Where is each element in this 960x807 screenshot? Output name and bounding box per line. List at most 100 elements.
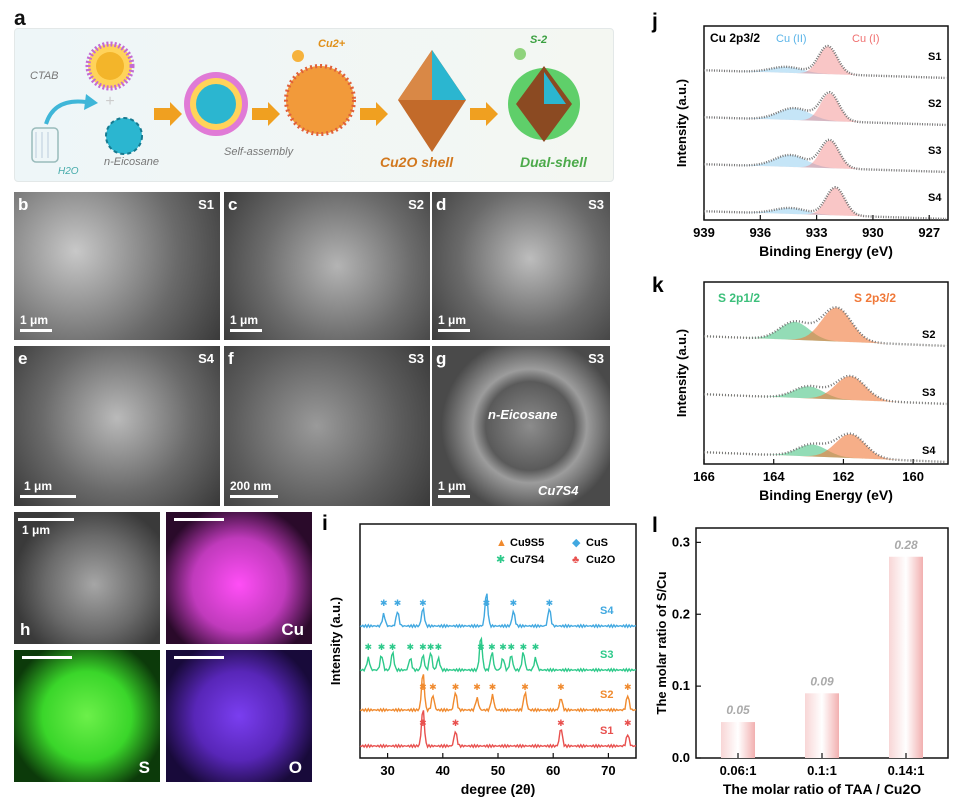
eds-sem-image: 1 μm h [14,512,160,644]
legend-label: Cu (II) [776,33,807,45]
cu2o-shell-label: Cu2O shell [380,154,454,170]
s2p32-component-s2 [704,307,948,346]
xrd-trace-s1 [359,710,637,749]
svg-text:+: + [105,93,114,110]
x-tick-label: 166 [693,469,715,484]
peak-marker: ✱ [477,642,485,652]
legend-label: S 2p1/2 [718,291,760,305]
xps-cu-chart: j Cu 2p3/2 Cu (II) Cu (I) 939 936 933 930 927 Bin… [651,10,949,259]
orange-sphere-icon [284,64,356,136]
curved-arrow-icon [44,99,87,125]
s2p32-component-s3 [704,376,948,404]
scale-bar [174,518,224,521]
peak-marker: ✱ [419,642,427,652]
y-tick-label: 0.0 [672,750,690,765]
element-label-s: S [138,758,150,777]
scale-bar [230,329,262,332]
peak-marker: ✱ [378,642,386,652]
peak-marker: ✱ [419,718,427,728]
cu1-component-s1 [704,46,948,78]
peak-marker: ✱ [521,682,529,692]
panel-letter-f: f [228,349,234,368]
peak-marker: ✱ [419,598,427,608]
sem-panel-e: e S4 1 μm [14,346,220,506]
series-label: S2 [600,689,613,701]
scale-bar [20,495,76,498]
peak-marker: ✱ [473,682,481,692]
schematic-diagram: + [31,41,580,163]
cu-ion-label: Cu2+ [318,38,346,50]
scale-bar [18,518,74,521]
peak-marker: ✱ [389,642,397,652]
sample-label: S2 [408,197,424,212]
y-axis-label: Intensity (a.u.) [674,329,689,417]
xps-trace-s4 [703,186,947,221]
eds-map-s: S [14,650,160,782]
element-label-o: O [288,758,302,777]
dual-shell-label: Dual-shell [520,154,587,170]
panel-letter-c: c [228,195,238,214]
legend-label: Cu9S5 [510,537,544,549]
peak-marker: ✱ [406,642,414,652]
peak-marker: ✱ [520,642,528,652]
sample-label: S3 [588,351,604,366]
panel-letter-j: j [651,10,658,33]
x-axis-label: Binding Energy (eV) [759,487,893,503]
sample-label: S3 [408,351,424,366]
x-tick-label: 0.1:1 [807,763,837,778]
x-tick-label: 933 [806,225,828,240]
x-tick-label: 930 [862,225,884,240]
beaker-icon [31,127,59,163]
legend-label: CuS [586,537,608,549]
peak-marker: ✱ [624,682,632,692]
peak-marker: ✱ [557,682,565,692]
legend-label: S 2p3/2 [854,291,896,305]
series-label: S1 [928,51,941,63]
y-tick-label: 0.1 [672,678,690,693]
panel-letter-a: a [14,7,26,30]
peak-marker: ✱ [557,718,565,728]
legend-label: Cu (I) [852,33,880,45]
x-tick-label: 0.06:1 [720,763,757,778]
y-tick-label: 0.2 [672,606,690,621]
x-tick-label: 0.14:1 [888,763,925,778]
sem-panel-b: b S1 1 μm [14,192,220,340]
peak-marker: ✱ [427,642,435,652]
bar-value-label: 0.09 [810,674,834,688]
legend-marker: ♣ [572,554,579,566]
sample-label: S1 [198,197,214,212]
scale-bar [174,656,224,659]
panel-letter-i: i [322,512,328,535]
series-label: S4 [600,605,614,617]
x-axis-label: The molar ratio of TAA / Cu2O [723,781,921,797]
core-micelle-icon [184,72,248,136]
peak-marker: ✱ [435,642,443,652]
ctab-label: CTAB [30,70,59,82]
eds-map-cu: Cu [166,512,312,644]
s-ion-icon [514,48,526,60]
scale-bar [230,495,278,498]
bar [721,722,755,758]
scale-bar [20,329,52,332]
panel-letter-h: h [20,620,31,639]
legend-marker: ▲ [496,537,507,549]
cu1-component-s4 [704,187,948,219]
sem-panel-c: c S2 1 μm [224,192,430,340]
eds-map-o: O [166,650,312,782]
process-arrow-icon [154,102,498,126]
x-tick-label: 939 [693,225,715,240]
peak-marker: ✱ [532,642,540,652]
sem-panel-g: g S3 n-Eicosane Cu7S4 1 μm [432,346,610,506]
xps-trace-s3 [703,374,947,406]
x-tick-label: 162 [833,469,855,484]
xps-trace-s2 [703,90,947,127]
scale-bar [22,656,72,659]
scale-label: 1 μm [24,479,53,493]
bar-value-label: 0.28 [894,538,918,552]
panel-letter-g: g [436,349,447,368]
cu-ion-icon [292,50,304,62]
legend-label: Cu2O [586,554,616,566]
bar-value-label: 0.05 [726,703,750,717]
eicosane-sphere-icon [105,117,143,155]
